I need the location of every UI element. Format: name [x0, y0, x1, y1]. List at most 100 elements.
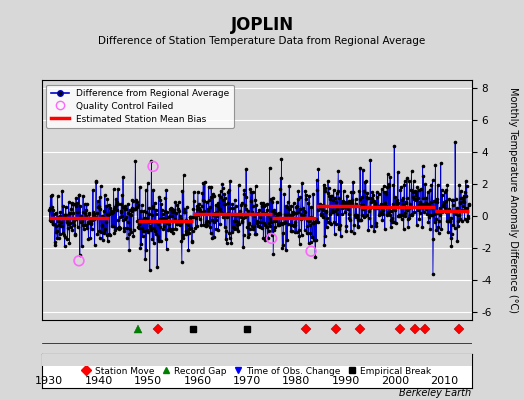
Point [62, 212, 70, 218]
Point [382, 189, 390, 195]
Point [338, 204, 346, 211]
Point [417, 186, 425, 192]
Point [65, 210, 73, 216]
Point [417, 204, 425, 210]
Point [81, 210, 89, 216]
Point [56, 213, 64, 219]
Point [49, 206, 57, 213]
Point [403, 216, 412, 222]
Point [193, 203, 202, 209]
Point [165, 225, 173, 231]
Point [92, 178, 101, 184]
Point [210, 192, 218, 199]
Point [60, 243, 69, 249]
Point [440, 199, 449, 205]
Point [269, 251, 277, 257]
Point [375, 203, 384, 209]
Point [55, 222, 63, 229]
Point [166, 205, 174, 212]
Point [336, 233, 345, 240]
Point [108, 210, 116, 216]
Point [183, 230, 192, 236]
Point [364, 227, 373, 233]
Point [77, 219, 85, 225]
Point [180, 209, 189, 215]
Point [386, 208, 395, 214]
Point [149, 203, 158, 209]
Point [69, 210, 78, 216]
Point [280, 215, 288, 221]
Point [313, 207, 322, 214]
Point [185, 214, 194, 220]
Point [297, 211, 305, 218]
Point [80, 222, 89, 228]
Point [431, 162, 440, 168]
Point [382, 203, 390, 209]
Point [155, 238, 163, 244]
Point [81, 201, 89, 208]
Point [94, 203, 103, 210]
Point [178, 259, 186, 266]
Point [70, 217, 79, 224]
Point [239, 244, 247, 250]
Point [309, 191, 318, 198]
Point [188, 238, 196, 244]
Point [144, 180, 152, 186]
Point [391, 194, 400, 201]
Point [211, 217, 220, 223]
Point [223, 214, 231, 221]
Point [231, 197, 239, 203]
Point [320, 182, 328, 188]
Point [395, 212, 403, 218]
Point [212, 202, 220, 208]
Point [409, 194, 417, 200]
Point [259, 200, 267, 206]
Point [419, 195, 427, 201]
Point [145, 205, 154, 212]
Point [424, 219, 433, 225]
Point [129, 233, 137, 239]
Point [366, 156, 375, 163]
Point [200, 198, 208, 204]
Point [433, 210, 442, 216]
Point [267, 198, 276, 205]
Point [426, 226, 434, 232]
Point [177, 216, 185, 223]
Point [220, 191, 228, 197]
Point [143, 227, 151, 234]
Point [212, 226, 221, 232]
Point [358, 212, 366, 219]
Point [152, 218, 161, 225]
Point [347, 228, 355, 234]
Point [374, 204, 382, 210]
Point [50, 211, 59, 217]
Point [426, 212, 434, 218]
Point [267, 196, 275, 202]
Point [99, 214, 107, 220]
Point [428, 177, 436, 183]
Point [306, 230, 314, 236]
Point [301, 196, 310, 202]
Point [314, 219, 322, 226]
Point [352, 214, 360, 220]
Point [194, 188, 202, 195]
Point [388, 204, 397, 211]
Point [87, 219, 95, 226]
Point [352, 196, 360, 202]
Point [157, 238, 165, 245]
Point [310, 219, 319, 225]
Point [169, 207, 178, 213]
Point [433, 199, 441, 205]
Point [284, 210, 292, 217]
Point [449, 202, 457, 208]
Point [131, 157, 139, 164]
Point [171, 216, 179, 222]
Point [362, 178, 370, 184]
Point [223, 200, 232, 206]
Point [443, 208, 452, 215]
Point [167, 228, 175, 234]
Point [389, 182, 398, 188]
Point [63, 219, 71, 225]
Point [146, 224, 155, 231]
Point [59, 202, 68, 209]
